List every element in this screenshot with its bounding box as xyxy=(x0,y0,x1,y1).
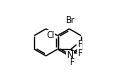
Text: Br: Br xyxy=(66,16,75,25)
Text: N: N xyxy=(66,51,73,60)
Text: F: F xyxy=(77,40,82,49)
Text: F: F xyxy=(69,58,73,67)
Text: Cl: Cl xyxy=(47,31,55,40)
Text: F: F xyxy=(77,49,82,58)
